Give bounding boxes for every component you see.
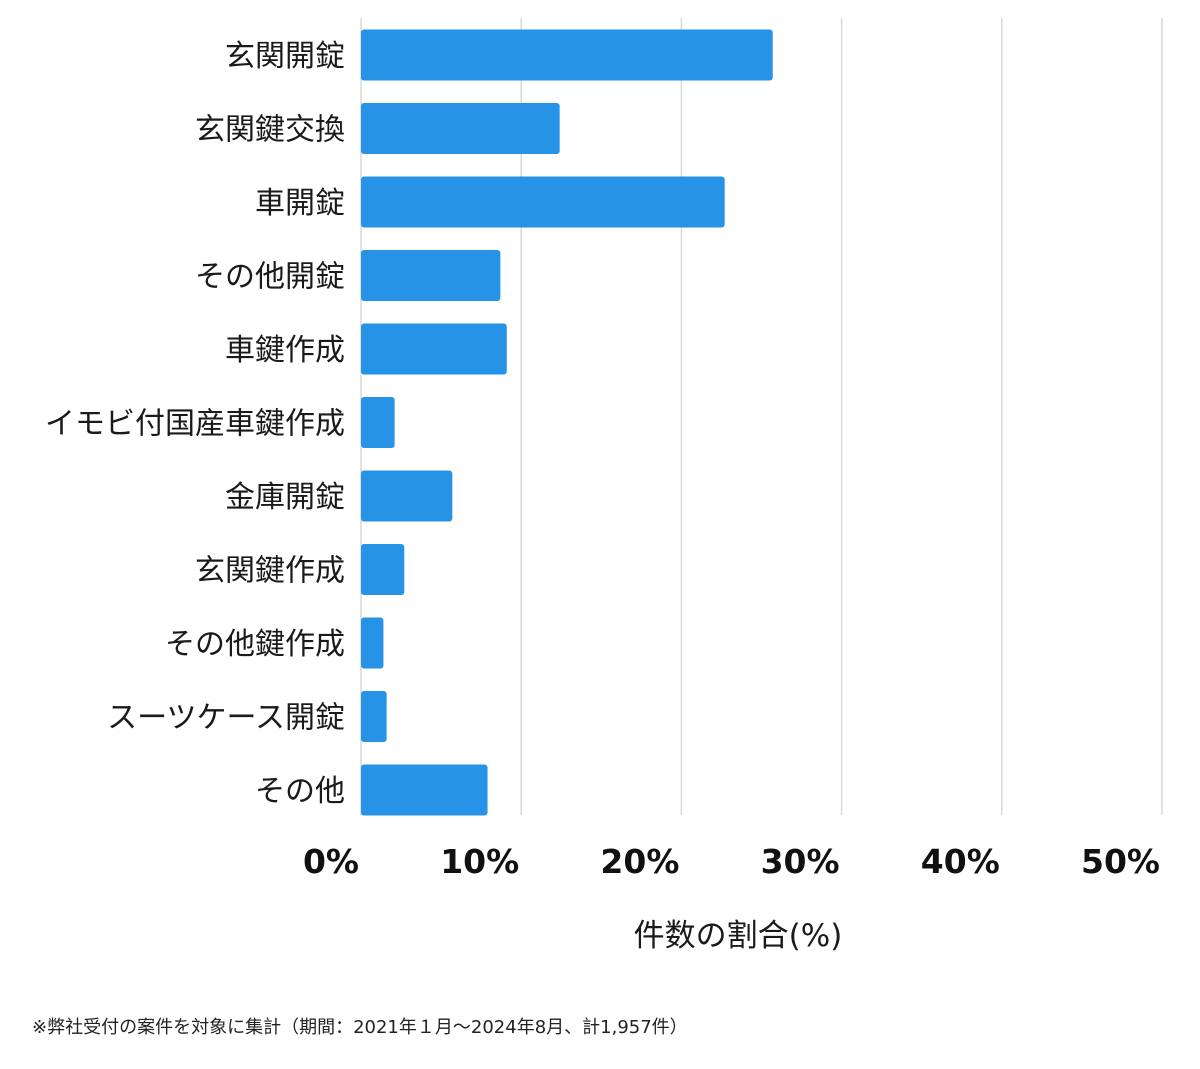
- bar: [361, 470, 453, 522]
- bar: [361, 544, 405, 595]
- category-label: スーツケース開錠: [107, 701, 345, 736]
- x-tick-label: 50%: [1081, 842, 1160, 881]
- category-label: 玄関鍵交換: [195, 113, 345, 148]
- category-label: 車鍵作成: [225, 333, 345, 368]
- bar: [361, 617, 384, 669]
- category-labels: 玄関開錠玄関鍵交換車開錠その他開錠車鍵作成イモビ付国産車鍵作成金庫開錠玄関鍵作成…: [45, 39, 345, 809]
- bars: [361, 29, 773, 816]
- category-label: その他: [255, 774, 345, 809]
- category-label: イモビ付国産車鍵作成: [45, 407, 345, 442]
- bar: [361, 397, 395, 448]
- bar: [361, 250, 501, 301]
- category-label: 玄関鍵作成: [195, 554, 345, 589]
- bar: [361, 691, 387, 742]
- footnote: ※弊社受付の案件を対象に集計（期間：2021年１月～2024年8月、計1,957…: [32, 1017, 688, 1038]
- category-label: その他開錠: [195, 260, 345, 295]
- x-tick-label: 40%: [921, 842, 1000, 881]
- x-tick-label: 20%: [600, 842, 679, 881]
- x-tick-labels: 0% 10% 20% 30% 40% 50%: [303, 842, 1160, 881]
- x-tick-label: 10%: [440, 842, 519, 881]
- bar: [361, 29, 773, 81]
- category-label: その他鍵作成: [165, 627, 345, 662]
- category-label: 車開錠: [255, 186, 345, 221]
- bar: [361, 176, 725, 228]
- x-axis-title: 件数の割合(%): [634, 918, 843, 954]
- category-label: 金庫開錠: [225, 480, 345, 515]
- category-label: 玄関開錠: [225, 39, 345, 74]
- bar-chart: 玄関開錠玄関鍵交換車開錠その他開錠車鍵作成イモビ付国産車鍵作成金庫開錠玄関鍵作成…: [45, 18, 1163, 954]
- bar: [361, 764, 488, 816]
- bar: [361, 103, 560, 154]
- x-tick-label: 0%: [303, 842, 359, 881]
- bar: [361, 323, 507, 375]
- x-tick-label: 30%: [761, 842, 840, 881]
